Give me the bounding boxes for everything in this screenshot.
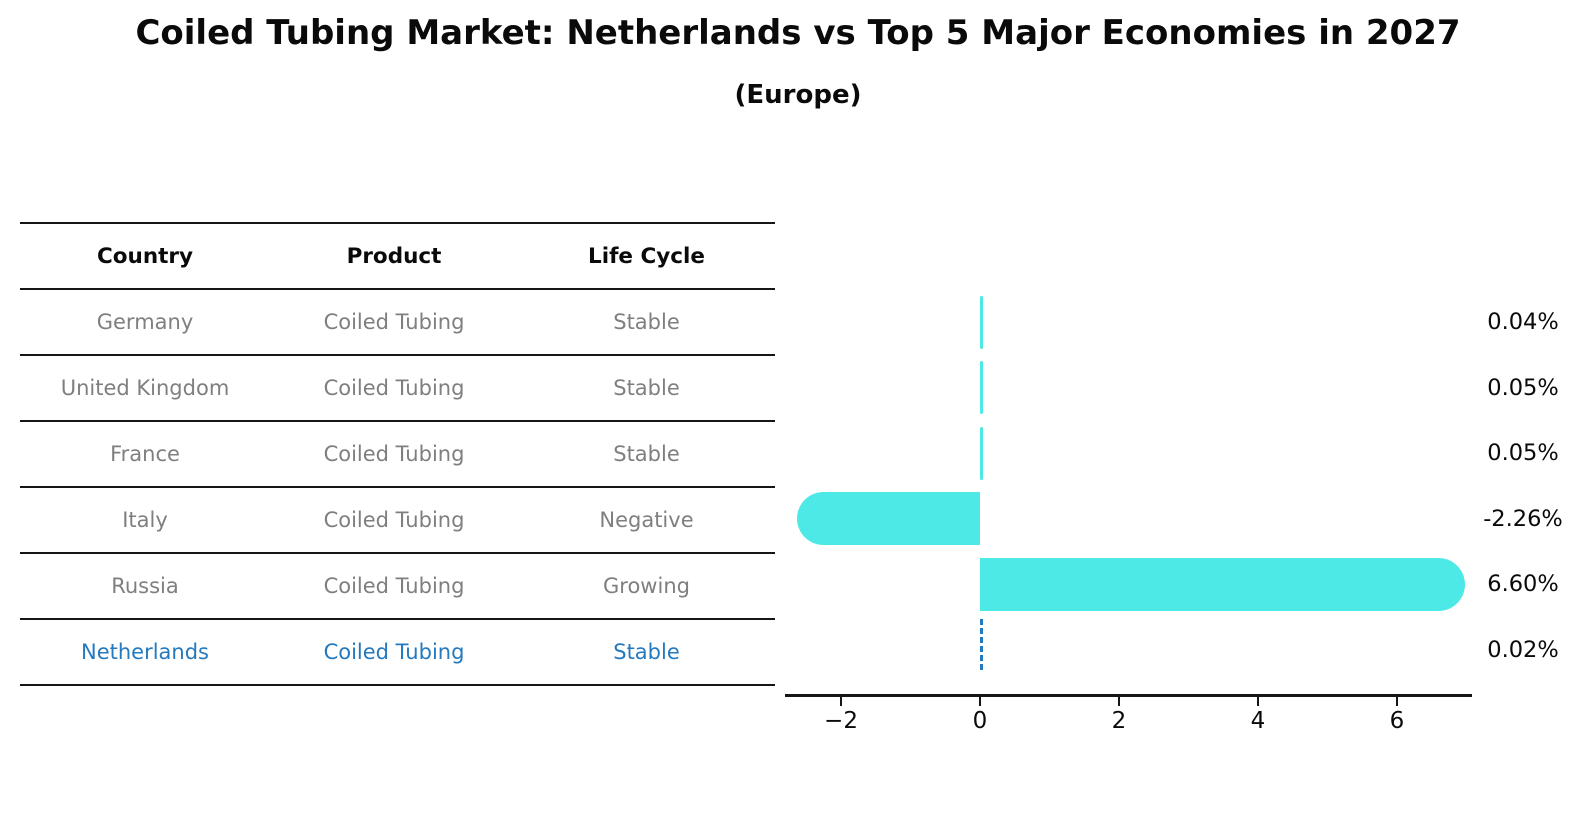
value-label-united-kingdom: 0.05%: [1487, 374, 1559, 401]
x-tick-mark: [978, 696, 982, 706]
value-label-france: 0.05%: [1487, 440, 1559, 467]
value-label-russia: 6.60%: [1487, 571, 1559, 598]
x-tick-label: 4: [1250, 708, 1266, 734]
product-cell: Coiled Tubing: [323, 310, 465, 334]
x-tick-mark: [1117, 696, 1121, 706]
value-label-italy: -2.26%: [1483, 505, 1563, 532]
life-cycle-cell: Stable: [613, 376, 680, 400]
table-header-life-cycle: Life Cycle: [588, 243, 705, 269]
country-cell: Italy: [122, 508, 168, 532]
table-header-row: Country Product Life Cycle: [20, 224, 775, 290]
x-tick-label: 6: [1389, 708, 1405, 734]
bar-italy: [796, 492, 980, 546]
life-cycle-cell: Stable: [613, 310, 680, 334]
country-cell: Netherlands: [80, 640, 209, 664]
table-row-united-kingdom: United Kingdom Coiled Tubing Stable: [20, 356, 775, 422]
bar-germany: [980, 295, 983, 349]
table-row-netherlands: Netherlands Coiled Tubing Stable: [20, 620, 775, 686]
product-cell: Coiled Tubing: [323, 442, 465, 466]
value-label-netherlands: 0.02%: [1487, 637, 1559, 663]
x-tick-mark: [1256, 696, 1260, 706]
country-cell: France: [110, 442, 180, 466]
x-tick-mark: [839, 696, 843, 706]
life-cycle-cell: Stable: [613, 640, 680, 664]
product-cell: Coiled Tubing: [323, 376, 465, 400]
bar-russia: [980, 557, 1465, 611]
x-tick-label: 2: [1111, 708, 1127, 734]
life-cycle-cell: Growing: [603, 574, 690, 598]
bar-netherlands: [980, 618, 983, 670]
country-table: Country Product Life Cycle Germany Coiled Tu…: [20, 222, 775, 686]
product-cell: Coiled Tubing: [323, 574, 465, 598]
table-row-france: France Coiled Tubing Stable: [20, 422, 775, 488]
x-tick-label: −2: [824, 708, 858, 734]
country-cell: Russia: [111, 574, 179, 598]
table-row-germany: Germany Coiled Tubing Stable: [20, 290, 775, 356]
x-tick-mark: [1395, 696, 1399, 706]
chart-subtitle: (Europe): [734, 80, 862, 110]
value-label-germany: 0.04%: [1487, 309, 1559, 335]
x-axis-line: [785, 694, 1472, 697]
life-cycle-cell: Negative: [599, 508, 694, 532]
country-cell: Germany: [96, 310, 194, 334]
table-header-country: Country: [96, 243, 194, 269]
table-row-russia: Russia Coiled Tubing Growing: [20, 554, 775, 620]
x-tick-label: 0: [972, 708, 988, 734]
product-cell: Coiled Tubing: [323, 508, 465, 532]
bar-france: [980, 426, 984, 480]
bar-united-kingdom: [980, 361, 984, 415]
table-header-product: Product: [346, 243, 442, 269]
country-cell: United Kingdom: [60, 376, 230, 400]
chart-title: Coiled Tubing Market: Netherlands vs Top…: [135, 13, 1461, 53]
table-row-italy: Italy Coiled Tubing Negative: [20, 488, 775, 554]
product-cell: Coiled Tubing: [323, 640, 465, 664]
life-cycle-cell: Stable: [613, 442, 680, 466]
